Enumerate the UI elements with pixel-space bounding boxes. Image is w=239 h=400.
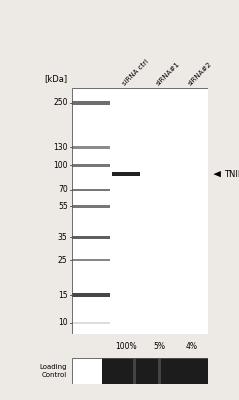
Text: TNIP1: TNIP1	[224, 170, 239, 179]
Text: 130: 130	[53, 143, 68, 152]
Text: siRNA#2: siRNA#2	[187, 60, 213, 86]
Bar	[72, 236, 110, 239]
Bar	[72, 101, 110, 105]
Text: 10: 10	[58, 318, 68, 327]
Text: 15: 15	[58, 291, 68, 300]
Bar	[72, 259, 110, 262]
Text: 100%: 100%	[115, 342, 137, 351]
Text: siRNA ctrl: siRNA ctrl	[122, 58, 150, 86]
Text: 100: 100	[53, 161, 68, 170]
Text: 70: 70	[58, 185, 68, 194]
Text: 55: 55	[58, 202, 68, 211]
Bar	[72, 146, 110, 149]
Bar	[72, 358, 102, 384]
Text: 5%: 5%	[153, 342, 165, 351]
Text: [kDa]: [kDa]	[44, 74, 68, 83]
Text: Loading
Control: Loading Control	[39, 364, 67, 378]
Text: 250: 250	[53, 98, 68, 107]
Bar	[72, 188, 110, 191]
Text: 25: 25	[58, 256, 68, 265]
Bar	[72, 164, 110, 167]
Bar	[72, 322, 110, 324]
Polygon shape	[213, 171, 221, 177]
Bar	[158, 358, 161, 384]
Bar	[133, 358, 136, 384]
Bar	[72, 205, 110, 208]
Bar	[112, 172, 140, 176]
Text: siRNA#1: siRNA#1	[155, 60, 181, 86]
Text: 35: 35	[58, 233, 68, 242]
Text: 4%: 4%	[185, 342, 198, 351]
Bar	[102, 358, 208, 384]
Bar	[72, 293, 110, 297]
